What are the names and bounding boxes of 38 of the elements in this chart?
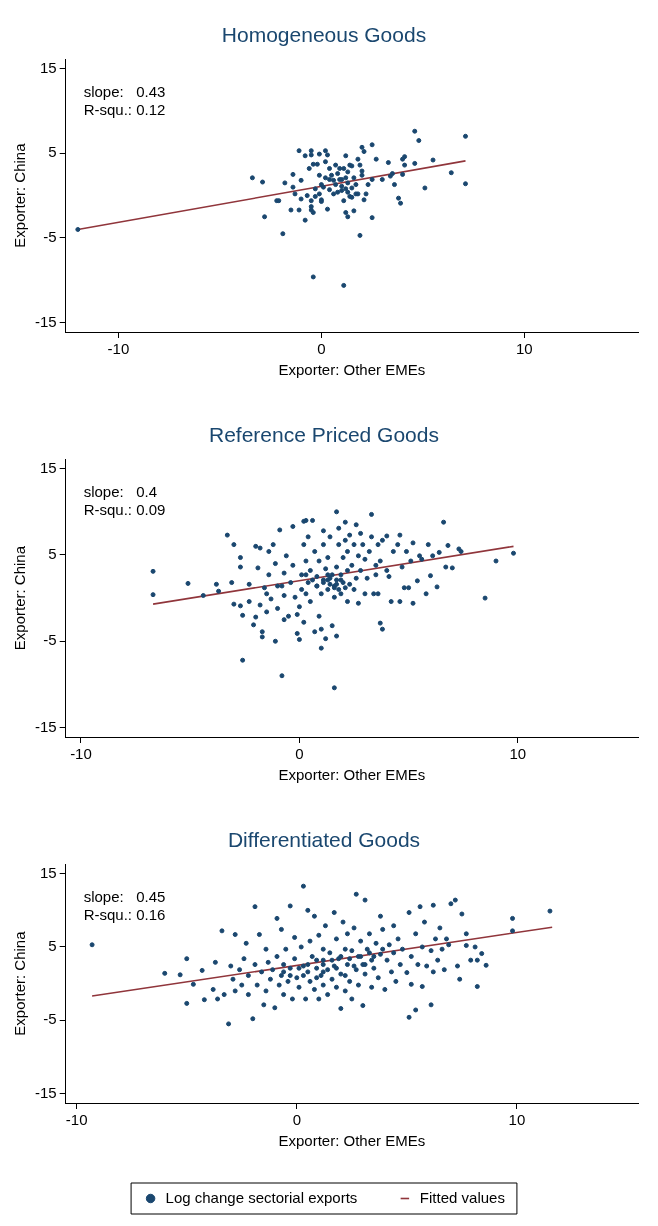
y-axis-title: Exporter: China: [11, 545, 29, 651]
y-tick-label: 5: [48, 545, 57, 563]
y-tick-label: -5: [43, 631, 57, 649]
y-tick-label: -15: [34, 1083, 57, 1101]
y-tick-label: 15: [39, 863, 57, 881]
x-tick-label: 0: [295, 745, 304, 763]
y-tick-label: -5: [43, 1010, 57, 1028]
annotation: R-squ.: 0.12: [83, 100, 166, 118]
legend-label: Log change sectorial exports: [165, 1188, 358, 1206]
x-tick-label: -10: [70, 745, 92, 763]
y-tick-label: 5: [48, 143, 57, 161]
x-tick-label: 10: [516, 340, 533, 358]
y-tick-label: -15: [34, 717, 57, 735]
annotation: slope: 0.43: [83, 82, 166, 100]
annotation: R-squ.: 0.09: [83, 500, 166, 518]
chart-title: Reference Priced Goods: [209, 423, 439, 447]
y-tick-label: -15: [34, 312, 57, 330]
x-tick-label: 0: [292, 1111, 301, 1129]
y-tick-label: 15: [39, 458, 57, 476]
annotation: slope: 0.45: [83, 887, 166, 905]
chart-title: Homogeneous Goods: [221, 23, 427, 47]
y-tick-label: 5: [48, 937, 57, 955]
y-tick-label: -5: [43, 228, 57, 246]
y-axis-title: Exporter: China: [11, 930, 29, 1036]
y-axis-title: Exporter: China: [11, 142, 29, 248]
x-tick-label: 0: [317, 340, 326, 358]
y-tick-label: 15: [39, 58, 57, 76]
x-axis-title: Exporter: Other EMEs: [278, 361, 426, 379]
chart-title: Differentiated Goods: [227, 828, 421, 852]
x-tick-label: 10: [508, 1111, 526, 1129]
annotation: slope: 0.4: [83, 482, 158, 500]
annotation: R-squ.: 0.16: [83, 905, 166, 923]
x-tick-label: -10: [65, 1111, 88, 1129]
x-axis-title: Exporter: Other EMEs: [278, 1132, 426, 1150]
legend-label: Fitted values: [419, 1188, 505, 1206]
x-tick-label: 10: [509, 745, 527, 763]
x-tick-label: -10: [107, 340, 130, 358]
x-axis-title: Exporter: Other EMEs: [278, 766, 426, 784]
